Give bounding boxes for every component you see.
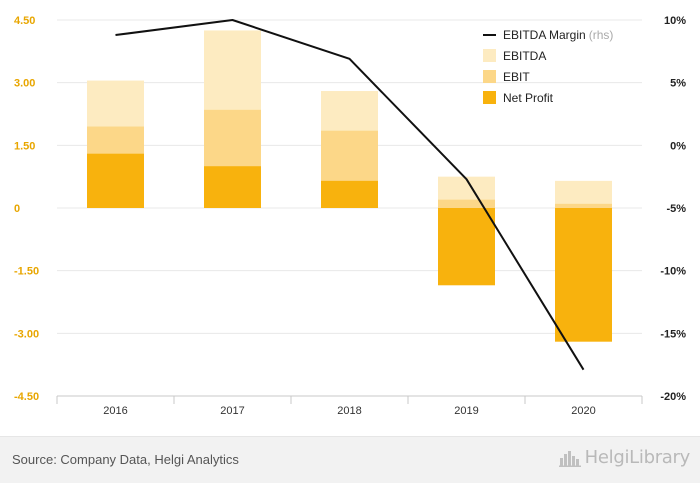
bar-net-profit xyxy=(321,180,378,208)
legend-label: Net Profit xyxy=(503,90,554,105)
line-ebitda-margin xyxy=(115,19,585,371)
legend-line-swatch xyxy=(483,33,496,36)
x-tick-label: 2020 xyxy=(571,405,595,417)
bar-net-profit xyxy=(438,208,495,286)
footer xyxy=(0,437,700,483)
bar-ebit xyxy=(555,203,612,208)
bar-net-profit xyxy=(87,153,144,208)
brand-logo[interactable]: HelgiLibrary xyxy=(558,447,691,468)
legend-swatch xyxy=(483,91,496,104)
bar-ebit xyxy=(438,199,495,208)
legend-item-net-profit[interactable]: Net Profit xyxy=(483,87,613,108)
legend-rhs-note: (rhs) xyxy=(588,27,614,42)
legend: EBITDA Margin (rhs) EBITDA EBIT Net Prof… xyxy=(483,24,613,108)
y-right-tick-label: -10% xyxy=(660,266,686,278)
y-left-tick-label: -1.50 xyxy=(14,266,39,278)
y-right-tick-label: -15% xyxy=(660,328,686,340)
y-left-tick-label: 0 xyxy=(14,203,20,215)
legend-label: EBITDA Margin xyxy=(503,27,586,42)
legend-swatch xyxy=(483,70,496,83)
source-note: Source: Company Data, Helgi Analytics xyxy=(12,452,239,467)
y-right-tick-label: -20% xyxy=(660,391,686,403)
y-left-tick-label: 4.50 xyxy=(14,15,35,27)
legend-swatch xyxy=(483,49,496,62)
legend-label: EBIT xyxy=(503,69,530,84)
x-tick-label: 2019 xyxy=(454,405,478,417)
bar-net-profit xyxy=(555,208,612,342)
y-right-tick-label: 10% xyxy=(664,15,686,27)
x-tick-label: 2017 xyxy=(220,405,244,417)
y-right-tick-label: -5% xyxy=(666,203,686,215)
bar-net-profit xyxy=(204,166,261,208)
chart: 4.50 3.00 1.50 0 -1.50 -3.00 -4.50 10% 5% 0% -5% -1… xyxy=(14,15,686,417)
brand-name: HelgiLibrary xyxy=(584,447,691,468)
legend-item-ebit[interactable]: EBIT xyxy=(483,66,613,87)
y-left-tick-label: -3.00 xyxy=(14,328,39,340)
bar-ebitda xyxy=(555,180,612,208)
y-left-tick-label: -4.50 xyxy=(14,391,39,403)
y-left-tick-label: 1.50 xyxy=(14,140,35,152)
y-left-tick-label: 3.00 xyxy=(14,78,35,90)
city-skyline-icon xyxy=(558,450,581,467)
legend-item-ebitda[interactable]: EBITDA xyxy=(483,45,613,66)
legend-item-ebitda-margin[interactable]: EBITDA Margin (rhs) xyxy=(483,24,613,45)
legend-label: EBITDA xyxy=(503,48,547,63)
y-right-tick-label: 5% xyxy=(670,78,686,90)
y-right-tick-label: 0% xyxy=(670,140,686,152)
footer-divider xyxy=(0,436,700,437)
x-tick-label: 2018 xyxy=(337,405,361,417)
x-tick-label: 2016 xyxy=(103,405,127,417)
